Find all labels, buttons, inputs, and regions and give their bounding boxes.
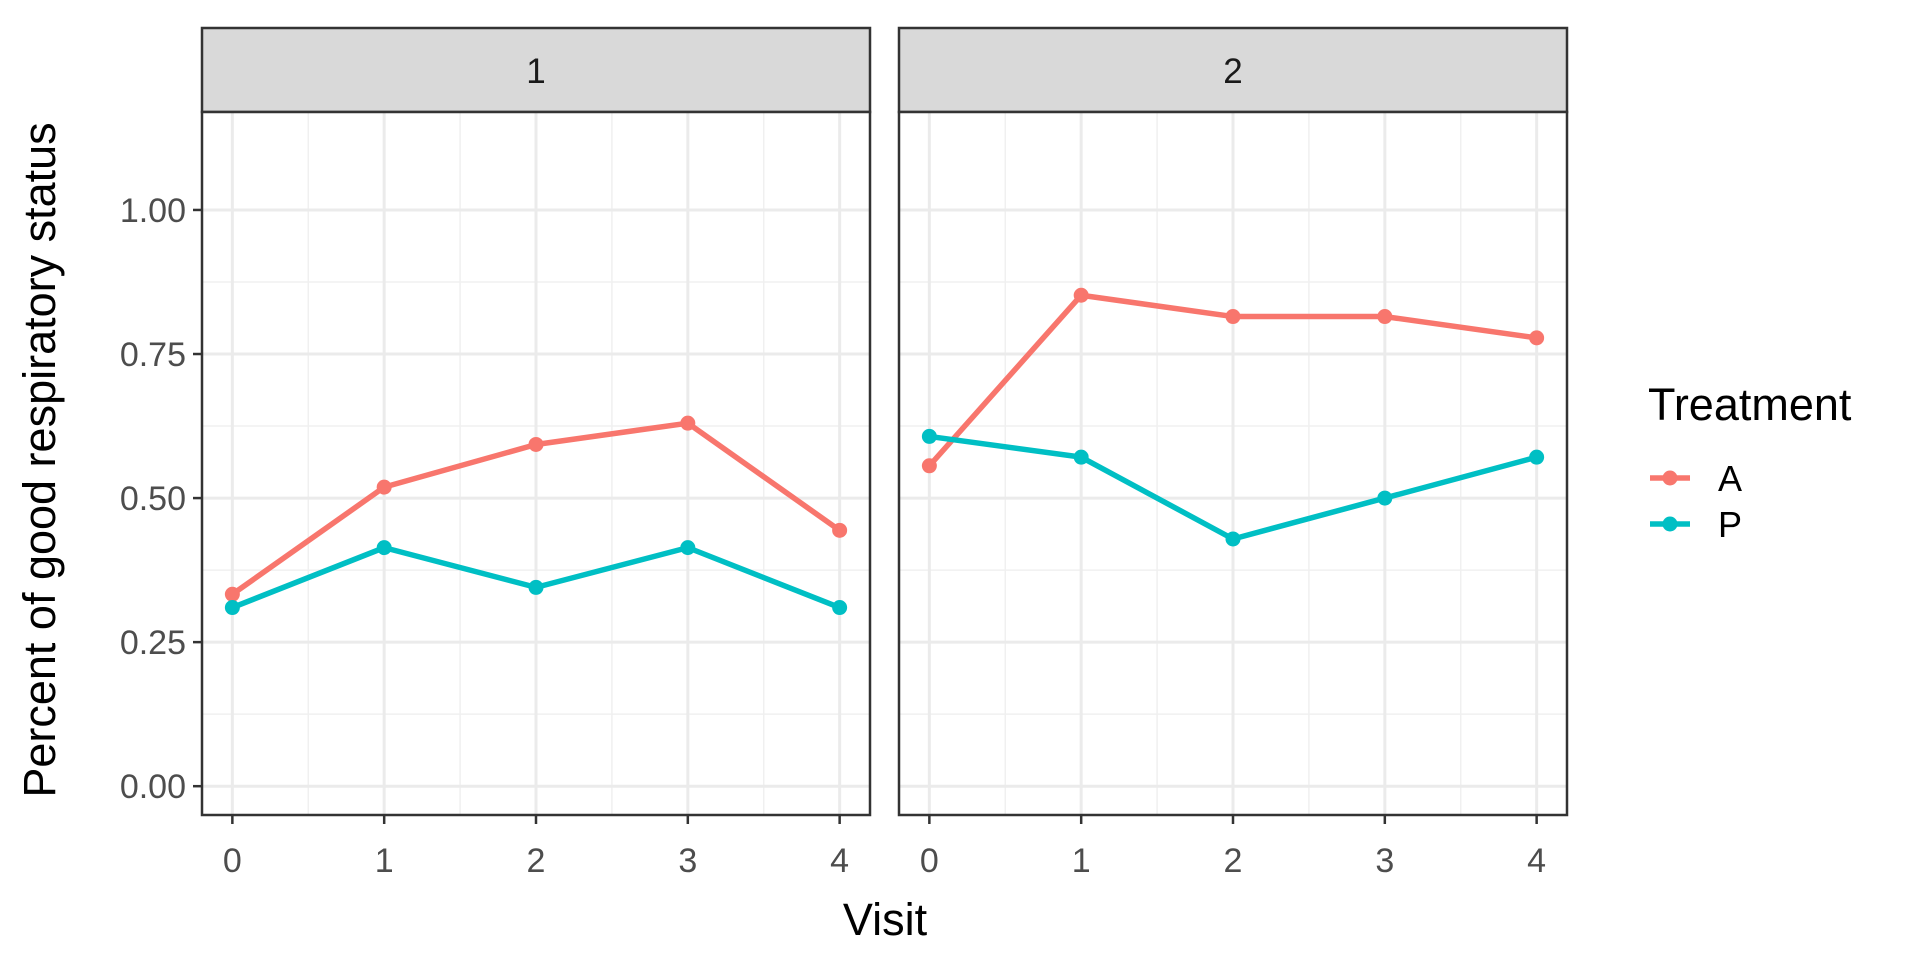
legend: Treatment AP [1648, 379, 1852, 545]
data-point-A [921, 458, 937, 474]
facet-strip [200, 26, 872, 114]
data-point-A [1529, 330, 1545, 346]
data-point-A [528, 436, 544, 452]
x-tick-label: 4 [830, 842, 849, 880]
x-tick-label: 1 [1072, 842, 1091, 880]
x-tick-label: 0 [920, 842, 939, 880]
data-point-A [1377, 309, 1393, 325]
data-point-P [1529, 449, 1545, 465]
x-tick-label: 2 [1224, 842, 1243, 880]
x-tick-label: 3 [678, 842, 697, 880]
data-point-A [1225, 309, 1241, 325]
y-tick-label: 1.00 [120, 192, 186, 230]
legend-key-point [1662, 516, 1678, 532]
legend-item-A: A [1650, 458, 1742, 499]
y-axis-title: Percent of good respiratory status [14, 122, 65, 797]
panel-2: 2 0 1 2 3 4 [897, 26, 1569, 880]
data-point-P [224, 600, 240, 616]
data-point-P [680, 540, 696, 556]
x-tick-label: 1 [375, 842, 394, 880]
legend-label: P [1718, 504, 1742, 545]
data-point-P [921, 428, 937, 444]
panels: 1 0 1 2 3 4 0.00 0.25 0.50 0.75 1.00 2 0 1 2 3 4 [120, 26, 1569, 880]
data-point-P [1073, 449, 1089, 465]
x-tick-label: 0 [223, 842, 242, 880]
panel-1: 1 0 1 2 3 4 0.00 0.25 0.50 0.75 1.00 [120, 26, 872, 880]
x-tick-label: 3 [1375, 842, 1394, 880]
data-point-P [528, 579, 544, 595]
data-point-A [832, 522, 848, 538]
legend-label: A [1718, 458, 1742, 499]
legend-title: Treatment [1648, 379, 1852, 430]
legend-key-point [1662, 470, 1678, 486]
x-axis-title: Visit [843, 894, 928, 945]
x-tick-label: 4 [1527, 842, 1546, 880]
y-tick-label: 0.75 [120, 336, 186, 374]
facet-strip [897, 26, 1569, 114]
y-tick-label: 0.25 [120, 624, 186, 662]
data-point-P [376, 540, 392, 556]
data-point-A [376, 479, 392, 495]
legend-items: AP [1650, 458, 1742, 545]
data-point-P [1377, 490, 1393, 506]
x-tick-label: 2 [527, 842, 546, 880]
facet-strip-label: 2 [1223, 52, 1242, 91]
data-point-A [680, 415, 696, 431]
y-tick-label: 0.50 [120, 480, 186, 518]
data-point-A [1073, 287, 1089, 303]
facet-strip-label: 1 [526, 52, 545, 91]
y-tick-label: 0.00 [120, 768, 186, 806]
data-point-P [832, 600, 848, 616]
legend-item-P: P [1650, 504, 1742, 545]
data-point-P [1225, 531, 1241, 547]
data-point-A [224, 586, 240, 602]
